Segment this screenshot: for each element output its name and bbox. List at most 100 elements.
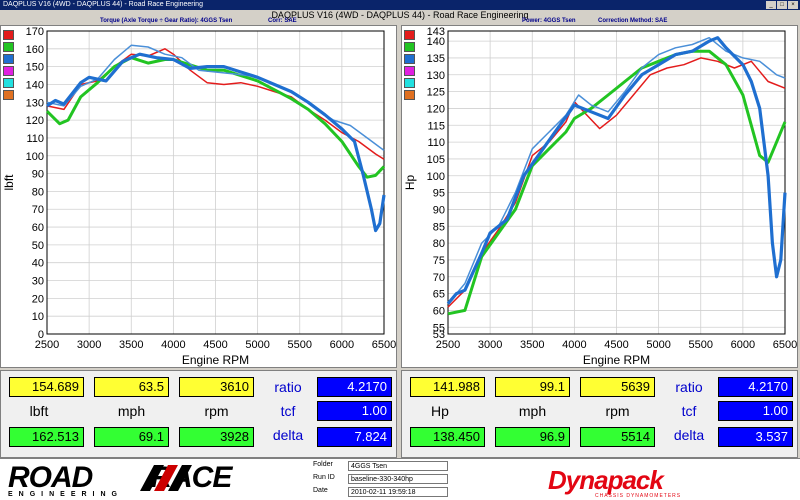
logo-slashes-icon <box>140 465 192 491</box>
series-line <box>45 56 386 179</box>
torque-unit-label: lbft <box>29 403 49 419</box>
footer: ROAD RACE ENGINEERING Folder 4GGS Tsen Ru… <box>0 458 800 500</box>
cursor2-mph-value: 69.1 <box>94 427 169 447</box>
y-tick-label: 140 <box>26 79 44 91</box>
document-title: DAQPLUS V16 (4WD - DAQPLUS 44) - Road Ra… <box>271 10 529 20</box>
power-unit-label: Hp <box>431 403 449 419</box>
y-tick-label: 130 <box>427 70 445 82</box>
y-tick-label: 70 <box>433 272 445 284</box>
y-tick-label: 80 <box>433 238 445 250</box>
x-tick-label: 4000 <box>161 339 185 351</box>
x-tick-label: 4500 <box>604 339 628 351</box>
cursor1-mph-value: 99.1 <box>495 377 570 397</box>
right-chart-corr: Correction Method: SAE <box>598 18 668 24</box>
x-tick-label: 2500 <box>436 339 460 351</box>
meta-folder-value: 4GGS Tsen <box>348 461 448 471</box>
x-tick-label: 6000 <box>731 339 755 351</box>
x-tick-label: 3000 <box>478 339 502 351</box>
x-tick-label: 3500 <box>119 339 143 351</box>
meta-runid-value: baseline-330-340hp <box>348 474 448 484</box>
y-tick-label: 60 <box>433 305 445 317</box>
y-tick-label: 60 <box>32 222 44 234</box>
x-tick-label: 5500 <box>689 339 713 351</box>
run-swatch[interactable] <box>404 66 415 76</box>
y-tick-label: 100 <box>26 151 44 163</box>
plot-area <box>447 30 786 335</box>
y-tick-label: 115 <box>427 120 445 132</box>
ratio-label: ratio <box>675 379 703 395</box>
minimize-button[interactable]: _ <box>766 1 776 9</box>
run-swatch[interactable] <box>404 42 415 52</box>
ratio-value: 4.2170 <box>718 377 793 397</box>
cursor1-rpm-value: 3610 <box>179 377 254 397</box>
y-tick-label: 20 <box>32 293 44 305</box>
run-swatch[interactable] <box>404 78 415 88</box>
y-tick-label: 30 <box>32 276 44 288</box>
tcf-label: tcf <box>681 403 697 419</box>
x-axis-label: Engine RPM <box>182 353 249 367</box>
y-tick-label: 100 <box>427 171 445 183</box>
run-swatch[interactable] <box>3 66 14 76</box>
y-tick-label: 150 <box>26 62 44 74</box>
y-tick-label: 140 <box>427 36 445 48</box>
cursor2-rpm-value: 3928 <box>179 427 254 447</box>
torque-chart-panel: 2500 3000 3500 4000 4500 5000 5500 6000 6500 0 10 2… <box>0 25 397 368</box>
delta-label: delta <box>272 427 304 443</box>
x-axis-label: Engine RPM <box>583 353 650 367</box>
run-swatch[interactable] <box>3 42 14 52</box>
close-button[interactable]: × <box>788 1 798 9</box>
ratio-label: ratio <box>274 379 302 395</box>
cursor1-power-value: 141.988 <box>410 377 485 397</box>
y-tick-label: 80 <box>32 186 44 198</box>
y-tick-label: 143 <box>427 26 445 38</box>
y-tick-label: 135 <box>427 53 445 65</box>
delta-value: 3.537 <box>718 427 793 447</box>
y-tick-label: 90 <box>32 169 44 181</box>
x-tick-label: 6500 <box>372 339 396 351</box>
y-tick-label: 125 <box>427 87 445 99</box>
y-tick-label: 120 <box>26 115 44 127</box>
logo-engineering-text: ENGINEERING <box>8 491 124 498</box>
mph-unit-label: mph <box>117 403 146 419</box>
run-swatch[interactable] <box>3 54 14 64</box>
cursor2-torque-value: 162.513 <box>9 427 84 447</box>
mph-unit-label: mph <box>518 403 547 419</box>
y-axis-label: Hp <box>403 175 417 191</box>
series-line <box>447 49 787 316</box>
run-swatch[interactable] <box>3 30 14 40</box>
tcf-value: 1.00 <box>317 401 392 421</box>
dynapack-logo: Dynapack <box>548 465 664 495</box>
x-tick-label: 3500 <box>520 339 544 351</box>
y-tick-label: 130 <box>26 97 44 109</box>
y-tick-label: 53 <box>433 329 445 341</box>
y-tick-label: 50 <box>32 240 44 252</box>
left-chart-corr: Corr: SAE <box>268 18 297 24</box>
x-tick-label: 6000 <box>330 339 354 351</box>
torque-chart[interactable]: 2500 3000 3500 4000 4500 5000 5500 6000 6500 0 10 2… <box>1 26 398 369</box>
meta-key: Date <box>313 487 328 494</box>
rpm-unit-label: rpm <box>605 403 630 419</box>
series-line <box>46 52 386 233</box>
meta-key: Run ID <box>313 474 335 481</box>
window-titlebar: DAQPLUS V16 (4WD - DAQPLUS 44) - Road Ra… <box>0 0 800 10</box>
run-swatch[interactable] <box>404 30 415 40</box>
cursor2-power-value: 138.450 <box>410 427 485 447</box>
delta-label: delta <box>673 427 705 443</box>
x-tick-label: 6500 <box>773 339 797 351</box>
maximize-button[interactable]: □ <box>777 1 787 9</box>
tcf-value: 1.00 <box>718 401 793 421</box>
y-tick-label: 120 <box>427 103 445 115</box>
ratio-value: 4.2170 <box>317 377 392 397</box>
run-swatch[interactable] <box>3 78 14 88</box>
run-swatch[interactable] <box>3 90 14 100</box>
y-axis-label: lbft <box>2 174 16 191</box>
cursor2-mph-value: 96.9 <box>495 427 570 447</box>
plot-area <box>46 30 385 335</box>
cursor1-torque-value: 154.689 <box>9 377 84 397</box>
run-swatch[interactable] <box>404 54 415 64</box>
y-tick-label: 70 <box>32 204 44 216</box>
road-race-logo: ROAD RACE <box>8 461 232 495</box>
x-tick-label: 2500 <box>35 339 59 351</box>
run-swatch[interactable] <box>404 90 415 100</box>
power-chart[interactable]: 2500 3000 3500 4000 4500 5000 5500 6000 6500 5355… <box>402 26 799 369</box>
